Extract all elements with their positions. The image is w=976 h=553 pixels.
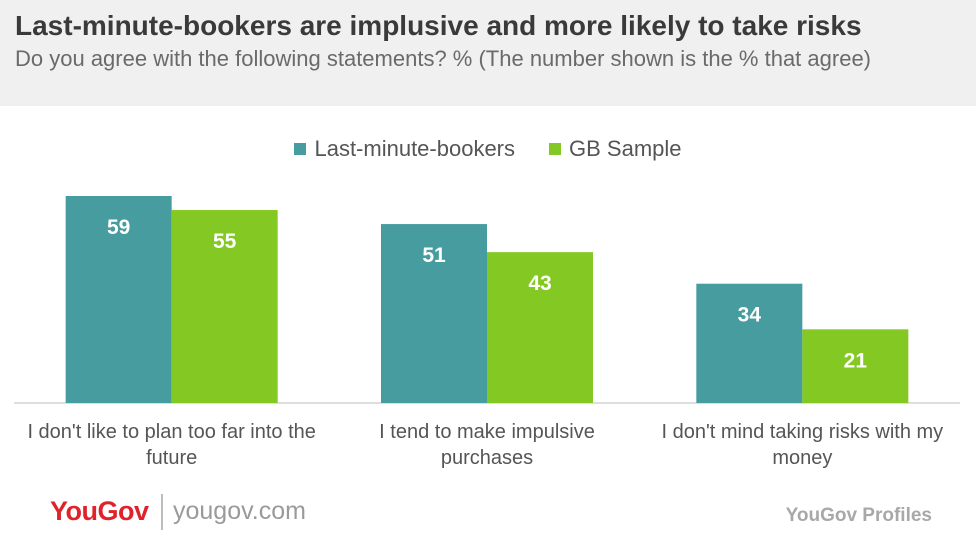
footer-divider [161, 494, 163, 530]
category-label-2: I don't mind taking risks with my money [661, 421, 943, 469]
bar-gb-sample-0 [171, 210, 278, 403]
data-label-last-minute-2: 34 [738, 304, 762, 327]
data-label-last-minute-0: 59 [107, 216, 130, 239]
yougov-logo: YouGov [50, 496, 149, 526]
bar-last-minute-2 [696, 283, 803, 403]
data-label-gb-sample-0: 55 [213, 230, 237, 253]
legend-swatch-gb-sample [549, 143, 562, 155]
data-label-gb-sample-2: 21 [844, 349, 868, 372]
chart-subtitle: Do you agree with the following statemen… [15, 46, 872, 71]
category-label-1: I tend to make impulsive purchases [379, 421, 595, 469]
bar-gb-sample-2 [802, 329, 909, 403]
legend-label-gb-sample: GB Sample [569, 136, 682, 161]
bar-last-minute-0 [65, 196, 172, 403]
bar-last-minute-1 [381, 224, 487, 403]
legend-item-last-minute: Last-minute-bookers [294, 136, 515, 162]
footer-brand: YouGov Profiles [785, 505, 932, 526]
data-label-gb-sample-1: 43 [528, 272, 551, 295]
legend-item-gb-sample: GB Sample [549, 136, 682, 162]
legend-swatch-last-minute [294, 143, 307, 155]
category-label-0: I don't like to plan too far into the fut… [27, 421, 315, 469]
data-label-last-minute-1: 51 [422, 244, 446, 267]
header-band: Last-minute-bookers are implusive and mo… [0, 0, 976, 106]
legend-label-last-minute: Last-minute-bookers [314, 136, 516, 161]
chart-legend: Last-minute-bookers GB Sample [0, 136, 976, 162]
chart-title: Last-minute-bookers are implusive and mo… [15, 10, 862, 41]
bar-gb-sample-1 [487, 252, 593, 403]
footer-url: yougov.com [173, 497, 306, 525]
